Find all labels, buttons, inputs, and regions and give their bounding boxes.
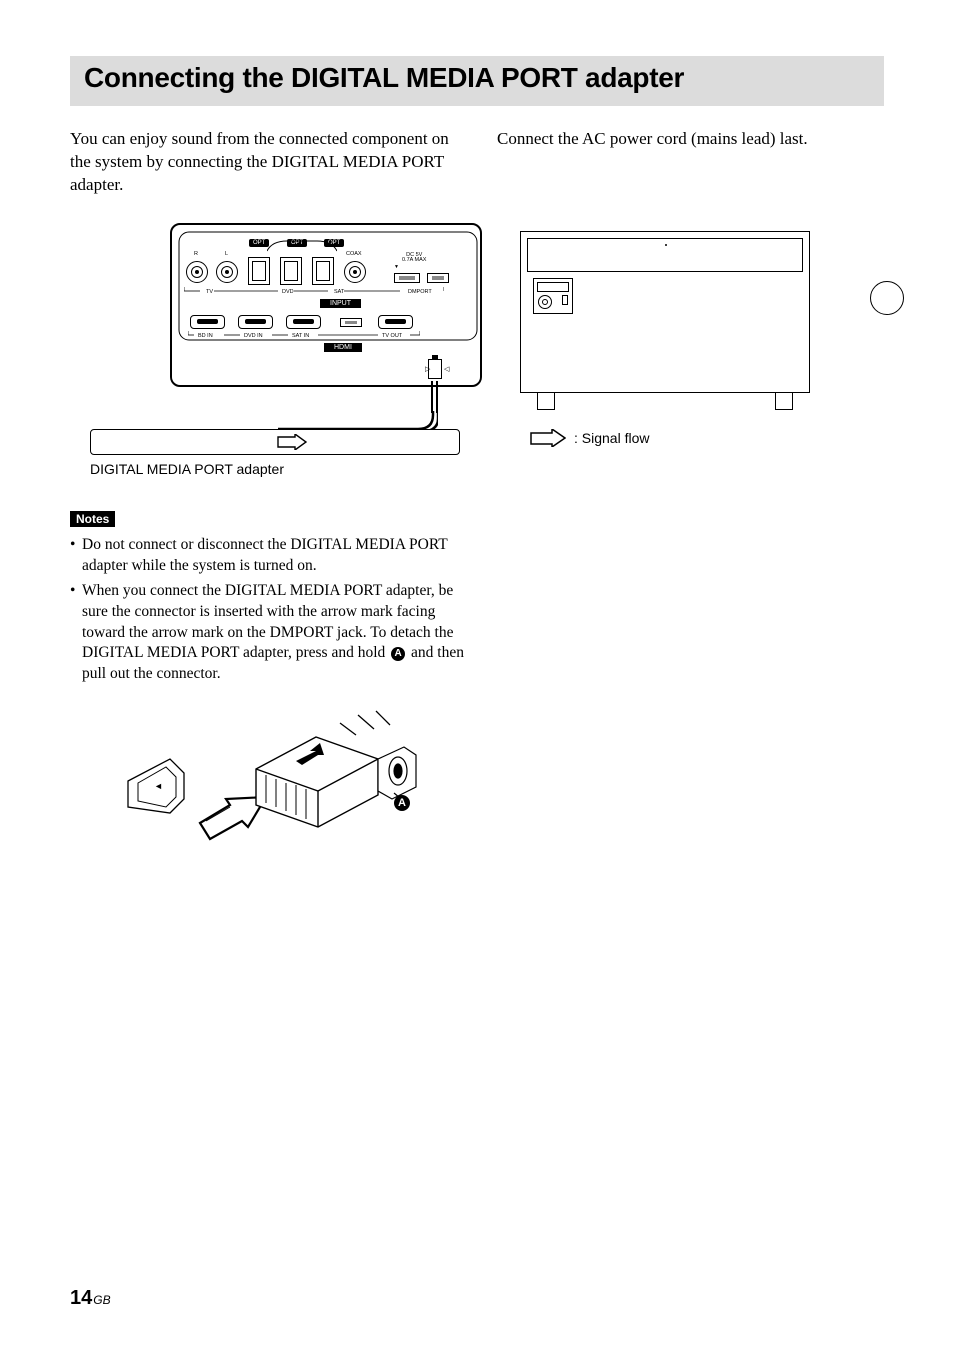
subwoofer-panel (520, 231, 810, 393)
notes-list: • Do not connect or disconnect the DIGIT… (70, 535, 465, 685)
adapter-caption: DIGITAL MEDIA PORT adapter (90, 461, 284, 477)
intro-left: You can enjoy sound from the connected c… (70, 128, 457, 197)
knob-right (870, 281, 904, 315)
label-pwr: DC 5V 0.7A MAX (402, 253, 426, 264)
port-opt-tv (248, 257, 270, 285)
note-2-text: When you connect the DIGITAL MEDIA PORT … (82, 581, 465, 686)
badge-a-inline: A (391, 647, 405, 661)
hdmi-aux (340, 318, 362, 327)
legend-text: : Signal flow (574, 430, 649, 446)
label-coax: COAX (346, 251, 362, 257)
bullet-icon: • (70, 535, 82, 577)
arrow-down-icon: ▼ (394, 265, 399, 270)
hdmi-tvout (378, 315, 413, 329)
detach-diagram: ◄ A (120, 703, 420, 853)
hdmi-bd (190, 315, 225, 329)
label-l: L (225, 251, 228, 257)
hdmi-bracket (188, 331, 420, 339)
jack-coax (344, 261, 366, 283)
subwoofer-top (527, 238, 803, 272)
label-r: R (194, 251, 198, 257)
title-bar: Connecting the DIGITAL MEDIA PORT adapte… (70, 56, 884, 106)
opt-bracket (267, 239, 337, 253)
power-jack (394, 273, 420, 283)
hdmi-dvd (238, 315, 273, 329)
signal-flow-legend: : Signal flow (530, 429, 649, 447)
intro-right: Connect the AC power cord (mains lead) l… (497, 128, 884, 197)
page-number-region: GB (93, 1293, 110, 1307)
detach-svg: ◄ (120, 703, 420, 853)
legend-arrow-icon (530, 429, 566, 447)
foot-right (775, 392, 793, 410)
note-1-text: Do not connect or disconnect the DIGITAL… (82, 535, 465, 577)
dmport-jack (427, 273, 449, 283)
note-item-2: • When you connect the DIGITAL MEDIA POR… (70, 581, 465, 686)
svg-text:◄: ◄ (154, 781, 163, 791)
label-hdmi: HDMI (324, 343, 362, 352)
note-item-1: • Do not connect or disconnect the DIGIT… (70, 535, 465, 577)
bullet-icon: • (70, 581, 82, 686)
page-title: Connecting the DIGITAL MEDIA PORT adapte… (84, 62, 870, 94)
intro-columns: You can enjoy sound from the connected c… (70, 128, 884, 197)
port-opt-dvd (280, 257, 302, 285)
port-opt-sat (312, 257, 334, 285)
jack-r (186, 261, 208, 283)
label-input: INPUT (320, 299, 361, 308)
plug-arrow-right-icon: ◁ (444, 365, 449, 373)
jack-l (216, 261, 238, 283)
connection-diagram: OPT OPT OPT R L COAX TV DVD SAT DMPORT (70, 211, 884, 471)
row1-bracket (184, 287, 444, 295)
page-number: 14GB (70, 1287, 111, 1310)
plug-arrow-left-icon: ▷ (425, 365, 430, 373)
page-number-value: 14 (70, 1287, 92, 1309)
foot-left (537, 392, 555, 410)
adapter-box (90, 429, 460, 455)
hdmi-sat (286, 315, 321, 329)
flow-arrow-icon (277, 434, 307, 450)
subwoofer-jack (533, 278, 573, 314)
notes-badge: Notes (70, 511, 115, 527)
